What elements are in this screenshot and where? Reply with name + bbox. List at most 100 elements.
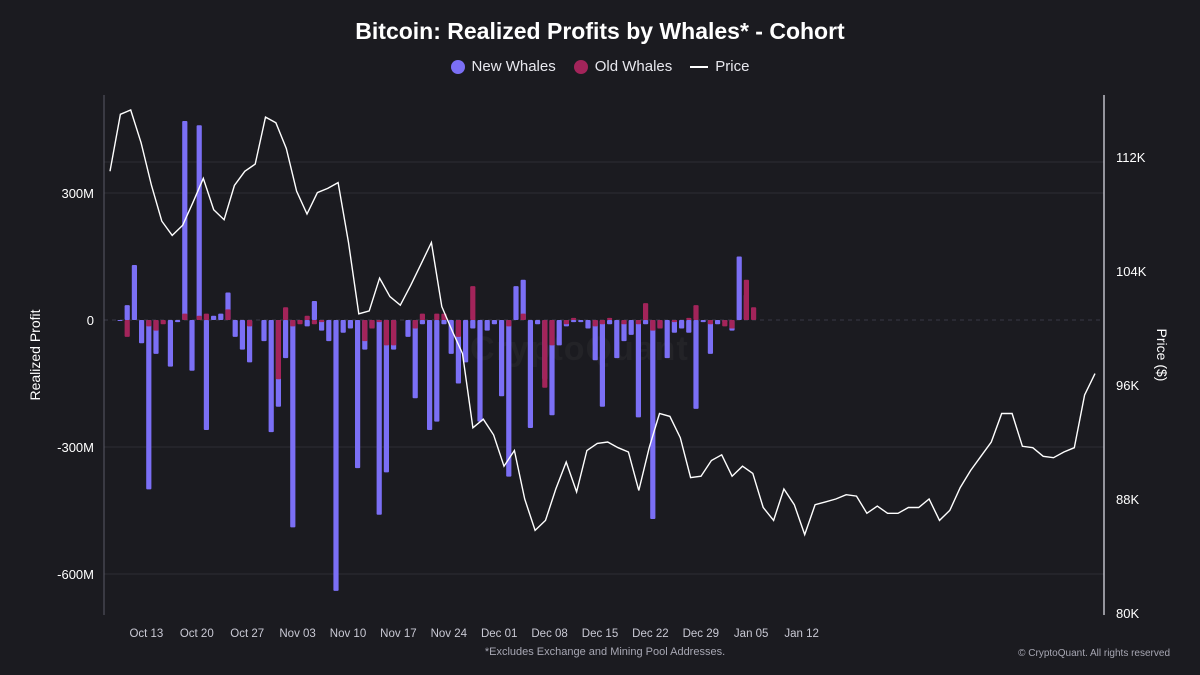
new-whales-bar[interactable] [247, 320, 253, 363]
old-whales-bar[interactable] [657, 320, 663, 329]
old-whales-bar[interactable] [520, 313, 526, 320]
new-whales-bar[interactable] [131, 264, 137, 320]
new-whales-bar[interactable] [621, 320, 627, 342]
old-whales-bar[interactable] [563, 320, 569, 325]
new-whales-bar[interactable] [736, 256, 742, 320]
old-whales-bar[interactable] [391, 320, 397, 346]
old-whales-bar[interactable] [743, 279, 749, 320]
new-whales-bar[interactable] [333, 320, 339, 591]
new-whales-bar[interactable] [347, 320, 353, 329]
new-whales-bar[interactable] [513, 286, 519, 320]
new-whales-bar[interactable] [506, 320, 512, 477]
new-whales-bar[interactable] [491, 320, 497, 325]
new-whales-bar[interactable] [700, 320, 706, 323]
old-whales-bar[interactable] [369, 320, 375, 329]
old-whales-bar[interactable] [153, 320, 159, 331]
new-whales-bar[interactable] [671, 320, 677, 333]
new-whales-bar[interactable] [218, 313, 224, 320]
old-whales-bar[interactable] [146, 320, 152, 327]
old-whales-bar[interactable] [671, 320, 677, 323]
old-whales-bar[interactable] [607, 317, 613, 320]
new-whales-bar[interactable] [355, 320, 361, 469]
new-whales-bar[interactable] [290, 320, 296, 528]
new-whales-bar[interactable] [304, 320, 310, 327]
new-whales-bar[interactable] [520, 279, 526, 320]
old-whales-bar[interactable] [470, 286, 476, 320]
new-whales-bar[interactable] [376, 320, 382, 515]
old-whales-bar[interactable] [124, 320, 130, 337]
new-whales-bar[interactable] [139, 320, 145, 344]
new-whales-bar[interactable] [427, 320, 433, 431]
new-whales-bar[interactable] [535, 320, 541, 325]
old-whales-bar[interactable] [643, 303, 649, 320]
new-whales-bar[interactable] [463, 320, 469, 363]
old-whales-bar[interactable] [297, 320, 303, 325]
old-whales-bar[interactable] [182, 313, 188, 320]
old-whales-bar[interactable] [275, 320, 281, 380]
old-whales-bar[interactable] [621, 320, 627, 325]
new-whales-bar[interactable] [326, 320, 332, 342]
old-whales-bar[interactable] [419, 313, 425, 320]
new-whales-bar[interactable] [441, 320, 447, 325]
new-whales-bar[interactable] [434, 320, 440, 422]
new-whales-bar[interactable] [470, 320, 476, 329]
legend-item-new-whales[interactable]: New Whales [450, 58, 556, 75]
old-whales-bar[interactable] [434, 313, 440, 320]
old-whales-bar[interactable] [455, 320, 461, 337]
new-whales-bar[interactable] [484, 320, 490, 331]
old-whales-bar[interactable] [571, 317, 577, 320]
new-whales-bar[interactable] [650, 320, 656, 519]
new-whales-bar[interactable] [319, 320, 325, 331]
new-whales-bar[interactable] [283, 320, 289, 359]
new-whales-bar[interactable] [448, 320, 454, 354]
old-whales-bar[interactable] [722, 320, 728, 327]
new-whales-bar[interactable] [614, 320, 620, 359]
new-whales-bar[interactable] [239, 320, 245, 350]
new-whales-bar[interactable] [117, 320, 123, 321]
new-whales-bar[interactable] [643, 320, 649, 325]
old-whales-bar[interactable] [549, 320, 555, 346]
new-whales-bar[interactable] [679, 320, 685, 329]
new-whales-bar[interactable] [340, 320, 346, 333]
old-whales-bar[interactable] [283, 307, 289, 320]
new-whales-bar[interactable] [527, 320, 533, 428]
old-whales-bar[interactable] [707, 320, 713, 325]
old-whales-bar[interactable] [290, 320, 296, 327]
old-whales-bar[interactable] [225, 309, 231, 320]
old-whales-bar[interactable] [311, 320, 317, 325]
old-whales-bar[interactable] [599, 320, 605, 325]
new-whales-bar[interactable] [383, 320, 389, 473]
old-whales-bar[interactable] [729, 320, 735, 329]
new-whales-bar[interactable] [715, 320, 721, 325]
old-whales-bar[interactable] [196, 315, 202, 320]
old-whales-bar[interactable] [693, 305, 699, 320]
new-whales-bar[interactable] [196, 125, 202, 320]
new-whales-bar[interactable] [499, 320, 505, 397]
new-whales-bar[interactable] [189, 320, 195, 371]
old-whales-bar[interactable] [383, 320, 389, 346]
old-whales-bar[interactable] [506, 320, 512, 327]
old-whales-bar[interactable] [203, 313, 209, 320]
new-whales-bar[interactable] [311, 300, 317, 320]
new-whales-bar[interactable] [578, 320, 584, 323]
new-whales-bar[interactable] [232, 320, 238, 337]
old-whales-bar[interactable] [376, 320, 382, 323]
new-whales-bar[interactable] [693, 320, 699, 409]
new-whales-bar[interactable] [585, 320, 591, 329]
new-whales-bar[interactable] [203, 320, 209, 431]
new-whales-bar[interactable] [571, 320, 577, 323]
new-whales-bar[interactable] [261, 320, 267, 342]
new-whales-bar[interactable] [412, 320, 418, 399]
new-whales-bar[interactable] [405, 320, 411, 337]
new-whales-bar[interactable] [664, 320, 670, 359]
legend-item-price[interactable]: Price [690, 58, 749, 75]
new-whales-bar[interactable] [124, 305, 130, 320]
old-whales-bar[interactable] [686, 317, 692, 320]
old-whales-bar[interactable] [247, 320, 253, 327]
new-whales-bar[interactable] [146, 320, 152, 490]
new-whales-bar[interactable] [175, 320, 181, 323]
old-whales-bar[interactable] [412, 320, 418, 329]
old-whales-bar[interactable] [542, 320, 548, 388]
new-whales-bar[interactable] [167, 320, 173, 367]
new-whales-bar[interactable] [635, 320, 641, 418]
